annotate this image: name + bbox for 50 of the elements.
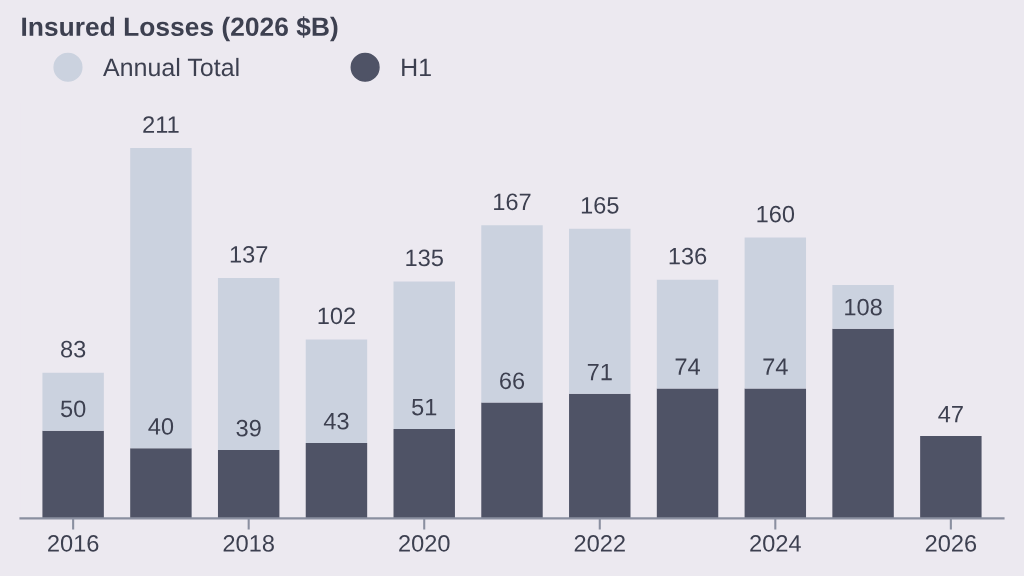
bar (656, 388, 719, 519)
data-label: 40 (148, 418, 174, 435)
bar (481, 225, 543, 403)
x-tick-label: 2020 (399, 535, 450, 552)
bar (393, 428, 455, 519)
x-tick-label: 2026 (925, 535, 977, 552)
bar (656, 279, 719, 389)
bar (481, 402, 543, 519)
data-label: 74 (763, 358, 788, 375)
data-label: 43 (323, 412, 349, 430)
bar (920, 435, 982, 519)
bar (393, 281, 455, 429)
bar (217, 449, 280, 519)
chart-title: Insured Losses (2026 $B) (22, 16, 338, 42)
total-label: 211 (143, 116, 179, 133)
bar (744, 388, 807, 519)
total-label: 83 (61, 340, 86, 358)
x-tick-label: 2024 (750, 535, 801, 552)
bar (569, 228, 631, 394)
data-label: 47 (938, 406, 963, 423)
bar (569, 393, 631, 519)
data-label: 71 (587, 363, 612, 381)
total-label: 167 (494, 193, 531, 211)
bar (42, 372, 104, 431)
x-tick-label: 2018 (223, 535, 274, 552)
total-label: 102 (318, 307, 355, 325)
data-label: 66 (500, 372, 525, 390)
data-label: 50 (60, 400, 86, 418)
total-label: 135 (406, 249, 443, 267)
total-label: 137 (230, 246, 268, 263)
x-tick-label: 2016 (48, 535, 99, 552)
bar (42, 430, 104, 519)
total-label: 136 (669, 247, 707, 265)
total-label: 165 (581, 196, 619, 214)
bar (217, 277, 280, 450)
data-label: 74 (675, 358, 700, 375)
data-label: 39 (236, 419, 261, 437)
bar (832, 285, 894, 329)
data-label: 51 (412, 398, 437, 416)
legend-label: Annual Total (103, 57, 239, 77)
bar (832, 328, 894, 519)
bar (305, 442, 368, 519)
total-label: 160 (757, 205, 795, 223)
x-tick-label: 2022 (574, 535, 625, 552)
bar (130, 448, 192, 519)
bar (130, 148, 192, 449)
data-label: 108 (845, 298, 882, 316)
bar (744, 237, 807, 389)
bar (305, 339, 368, 443)
legend-label: H1 (402, 58, 431, 76)
